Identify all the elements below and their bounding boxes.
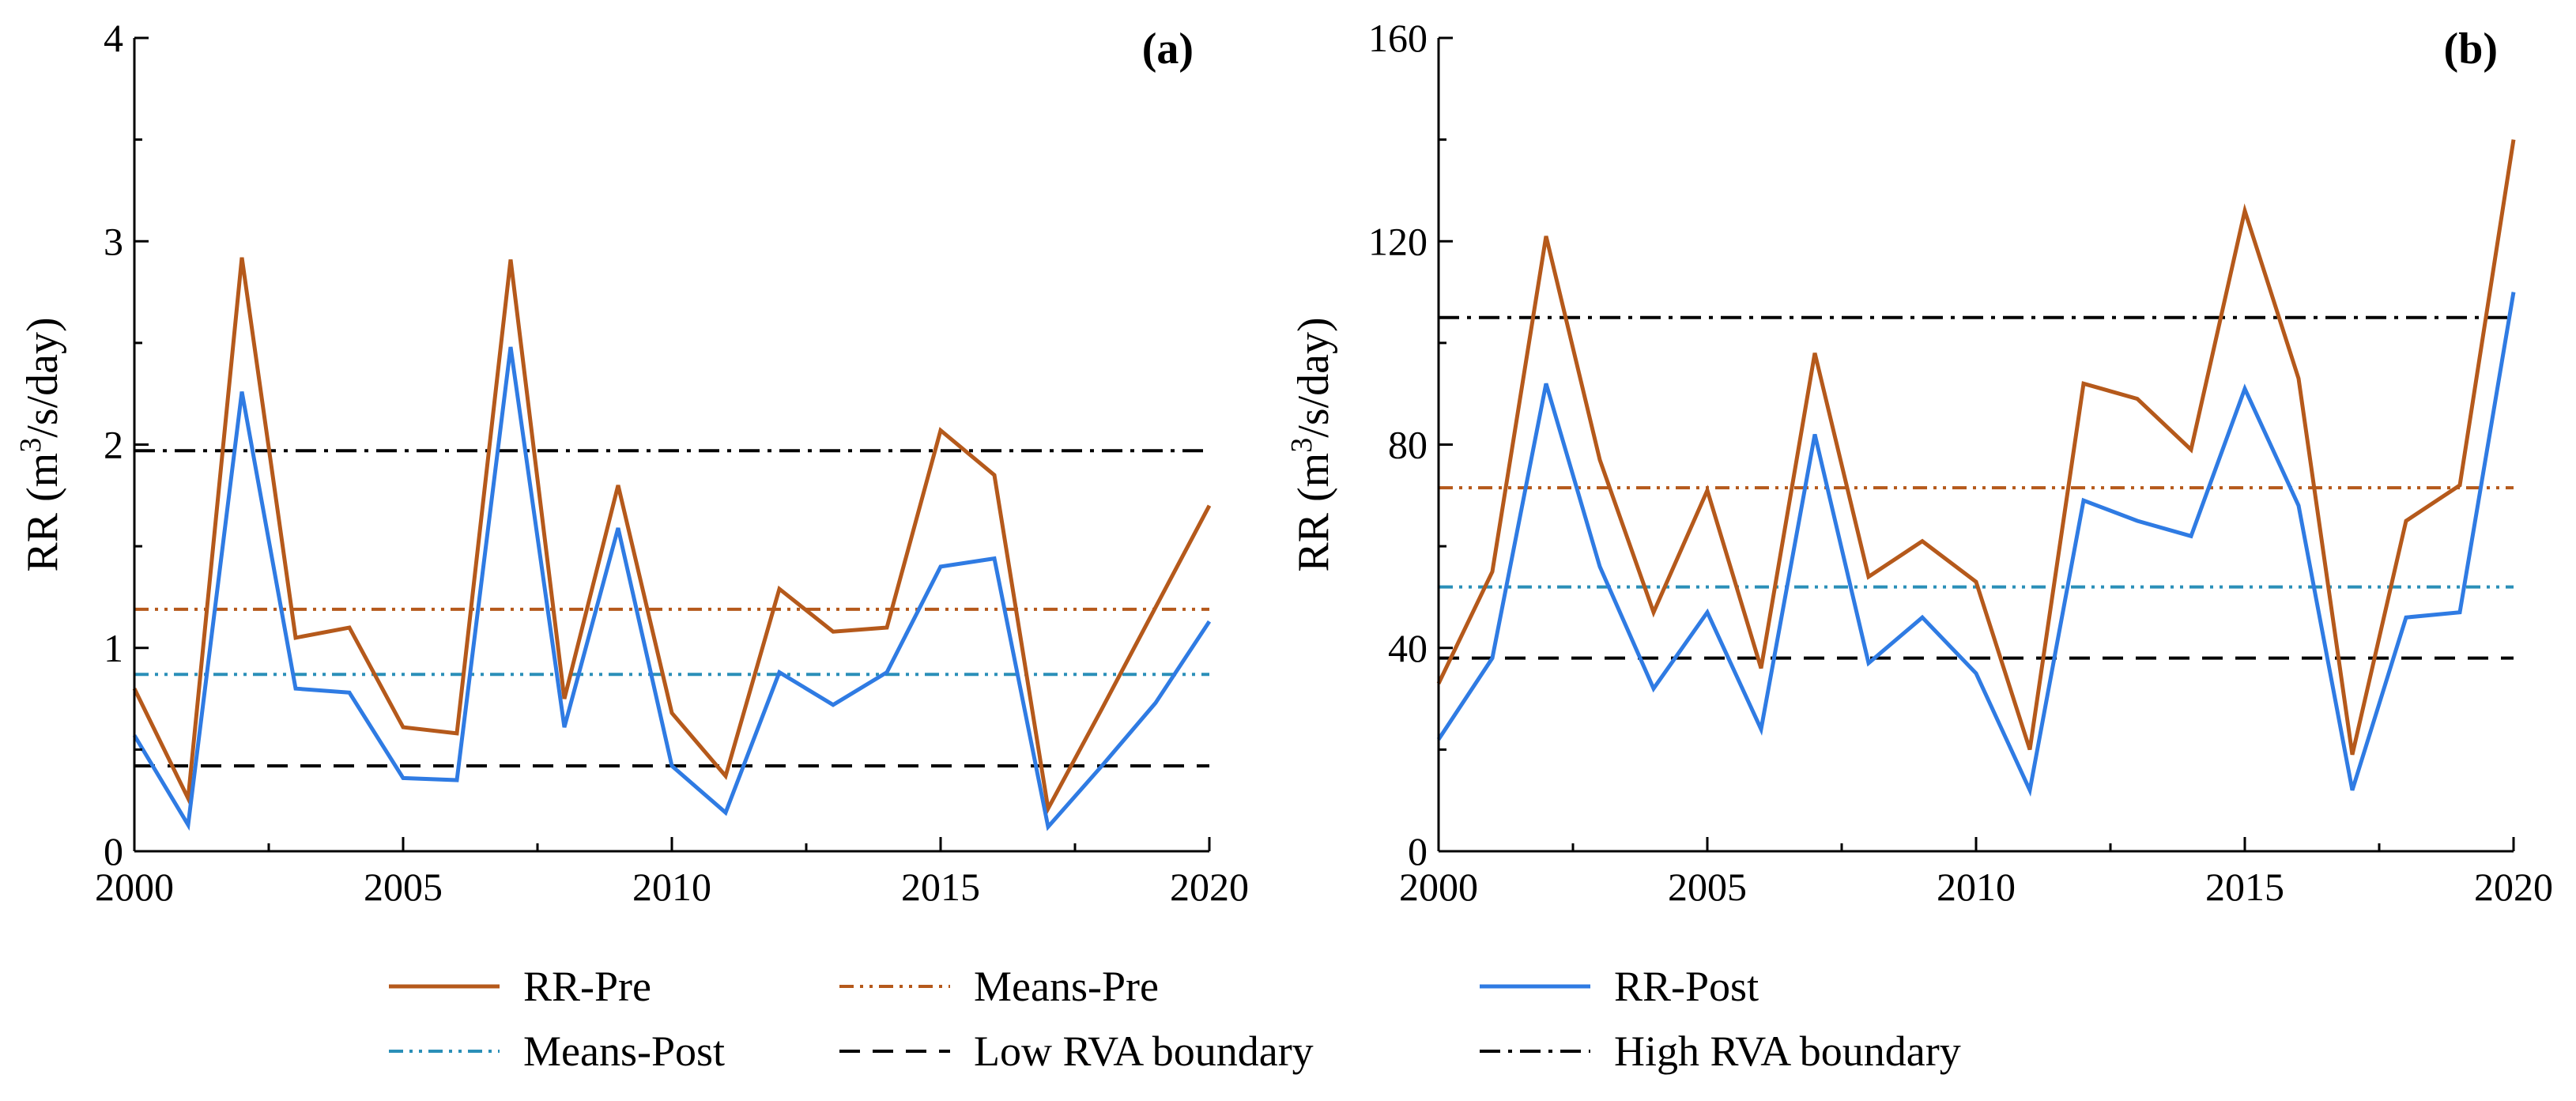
legend-item-rr-pre: RR-Pre [389, 963, 651, 1010]
series-line-rr-pre [1436, 139, 2516, 756]
y-axis-title: RR (m3/s/day) [14, 317, 67, 571]
y-tick-label: 160 [1368, 16, 1428, 60]
x-tick-label: 2000 [1399, 865, 1478, 909]
x-tick-label: 2010 [632, 865, 711, 909]
panel-label: (b) [2444, 25, 2498, 74]
y-tick-label: 0 [1408, 829, 1428, 873]
legend-label-rr-post: RR-Post [1614, 963, 1759, 1010]
x-tick-label: 2010 [1937, 865, 2016, 909]
y-tick-label: 4 [104, 16, 123, 60]
legend-label-rr-pre: RR-Pre [523, 963, 651, 1010]
legend: RR-Pre Means-Pre RR-Post Means-Post Low … [389, 963, 1961, 1075]
legend-item-high-rva: High RVA boundary [1480, 1027, 1961, 1075]
series-line-rr-post [1436, 292, 2516, 797]
legend-label-high-rva: High RVA boundary [1614, 1027, 1961, 1075]
legend-item-means-pre: Means-Pre [839, 963, 1159, 1010]
y-axis-title: RR (m3/s/day) [1285, 317, 1338, 571]
y-tick-label: 3 [104, 219, 123, 263]
panel-label: (a) [1142, 25, 1194, 74]
x-tick-label: 2020 [2474, 865, 2553, 909]
panel-a: 0 1 2 3 4 2000 2005 2010 2015 2020 RR (m3/s/day) (a… [14, 16, 1249, 909]
legend-label-low-rva: Low RVA boundary [974, 1027, 1314, 1075]
y-tick-label: 120 [1368, 219, 1428, 263]
series-line-rr-pre [132, 257, 1212, 815]
y-tick-label: 80 [1388, 423, 1428, 467]
y-tick-label: 2 [104, 423, 123, 467]
x-tick-label: 2005 [364, 865, 443, 909]
x-tick-label: 2015 [2205, 865, 2284, 909]
x-tick-label: 2020 [1170, 865, 1249, 909]
panel-b: 0 40 80 120 160 2000 2005 2010 2015 2020 RR (m3/s/… [1285, 16, 2553, 909]
y-tick-label: 40 [1388, 626, 1428, 670]
x-tick-label: 2005 [1668, 865, 1747, 909]
legend-label-means-post: Means-Post [523, 1027, 725, 1075]
x-tick-label: 2015 [901, 865, 980, 909]
x-tick-label: 2000 [95, 865, 174, 909]
y-tick-label: 1 [104, 626, 123, 670]
y-tick-label: 0 [104, 829, 123, 873]
legend-item-rr-post: RR-Post [1480, 963, 1759, 1010]
legend-item-low-rva: Low RVA boundary [839, 1027, 1314, 1075]
legend-label-means-pre: Means-Pre [974, 963, 1159, 1010]
legend-item-means-post: Means-Post [389, 1027, 725, 1075]
series-line-rr-post [132, 346, 1212, 831]
